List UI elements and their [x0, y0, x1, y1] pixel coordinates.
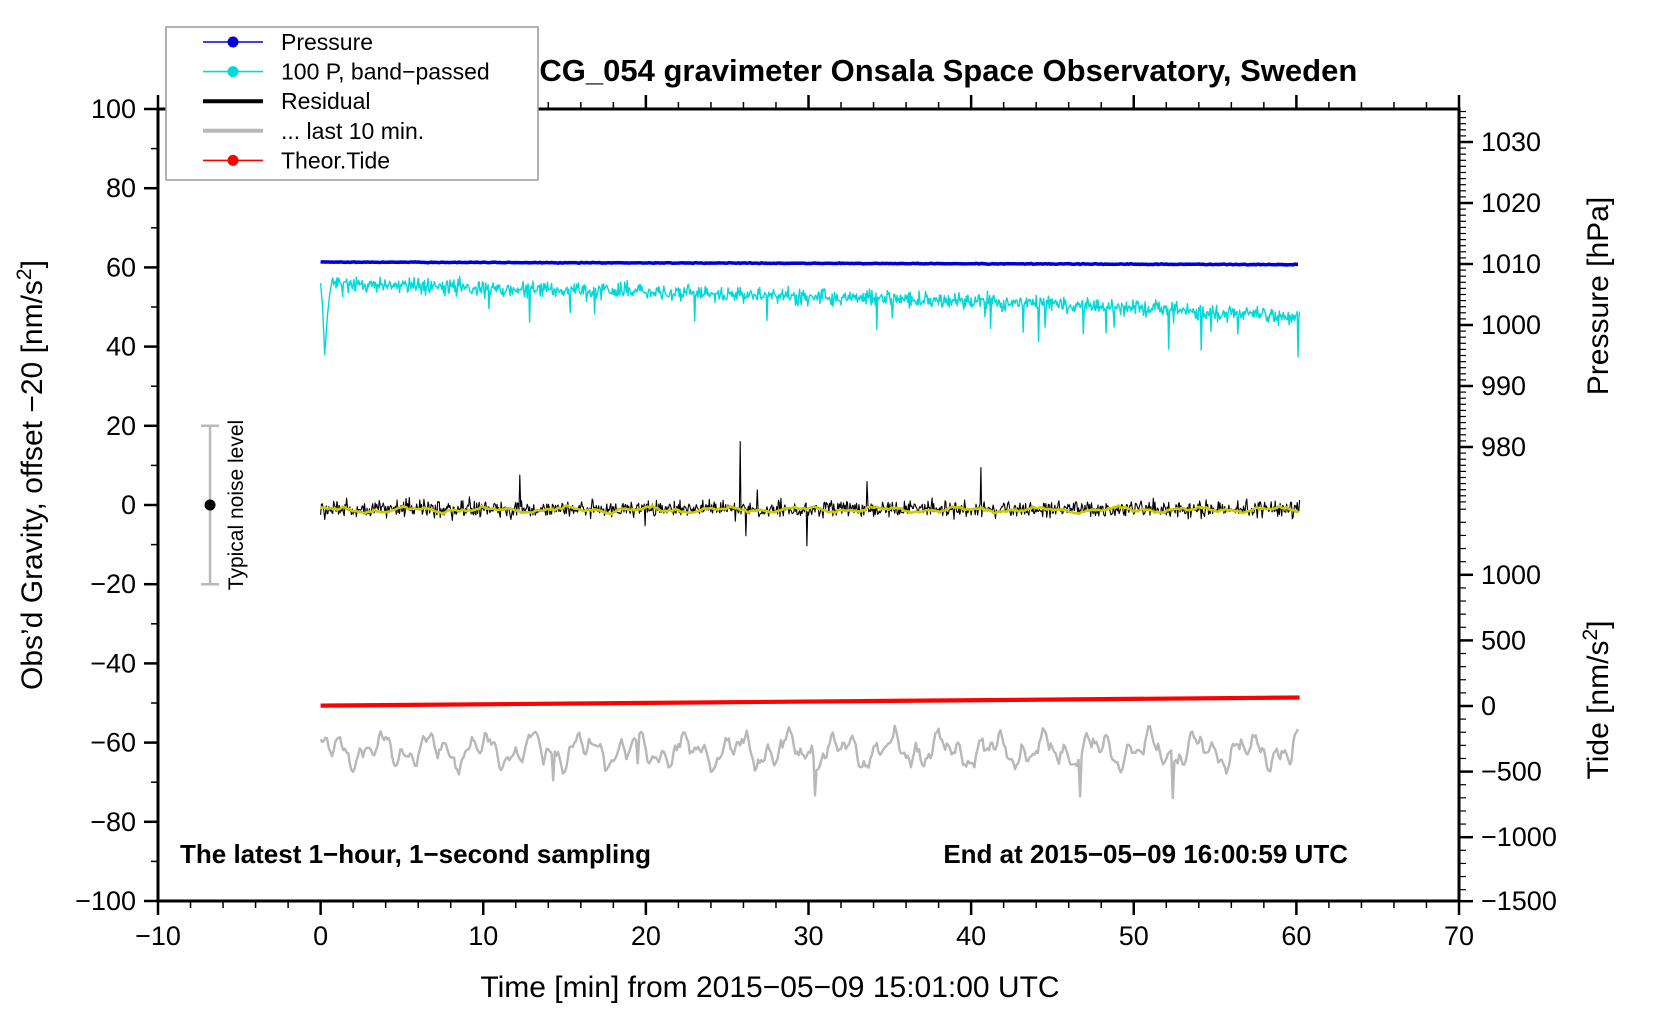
- series-band-passed: [319, 275, 1301, 358]
- plot-frame: [156, 107, 1461, 903]
- pressure-tick-label: 1010: [1481, 249, 1541, 279]
- axis-ticks: [144, 95, 1473, 915]
- legend: Pressure 100 P, band−passed Residual ... la…: [165, 26, 539, 181]
- footer-sampling-note: The latest 1−hour, 1−second sampling: [180, 839, 651, 869]
- pressure-tick-label: 990: [1481, 371, 1526, 401]
- pressure-tick-label: 1020: [1481, 188, 1541, 218]
- x-axis-tick-label: −10: [135, 921, 181, 951]
- legend-box: [165, 26, 539, 181]
- y-left-tick-label: 60: [106, 252, 136, 282]
- x-axis-title: Time [min] from 2015−05−09 15:01:00 UTC: [480, 971, 1059, 1004]
- legend-marker-dot: [227, 36, 239, 48]
- tide-tick-label: −1000: [1481, 822, 1557, 852]
- x-axis-tick-label: 60: [1281, 921, 1311, 951]
- y-left-tick-label: 100: [91, 94, 136, 124]
- axis-titles: Time [min] from 2015−05−09 15:01:00 UTC …: [13, 197, 1615, 1004]
- tide-tick-label: −1500: [1481, 886, 1557, 916]
- y-left-tick-label: −60: [90, 728, 136, 758]
- pressure-tick-label: 1000: [1481, 310, 1541, 340]
- tide-tick-label: 1000: [1481, 560, 1541, 590]
- legend-marker-dot: [227, 66, 239, 78]
- x-axis-tick-label: 20: [631, 921, 661, 951]
- series-theor-tide: [320, 695, 1300, 708]
- legend-item-theor_tide: Theor.Tide: [203, 147, 390, 173]
- series-residual-smoothed: [320, 504, 1299, 516]
- legend-item-band_passed: 100 P, band−passed: [203, 59, 490, 85]
- x-axis-tick-label: 0: [313, 921, 328, 951]
- y-left-tick-label: −80: [90, 807, 136, 837]
- pressure-tick-label: 1030: [1481, 127, 1541, 157]
- x-axis-tick-label: 40: [956, 921, 986, 951]
- legend-item-residual: Residual: [203, 88, 371, 114]
- x-axis-tick-label: 30: [793, 921, 823, 951]
- x-axis-tick-label: 50: [1119, 921, 1149, 951]
- tide-axis-title: Tide [nm/s2]: [1579, 621, 1615, 780]
- data-series: [319, 260, 1301, 800]
- pressure-tick-label: 980: [1481, 432, 1526, 462]
- axis-tick-labels: −10 0 10 20 30 40 50 60 70−100−80−60−40−20020406…: [75, 94, 1557, 951]
- y-left-tick-label: −100: [75, 886, 136, 916]
- x-axis-tick-label: 70: [1444, 921, 1474, 951]
- series-residual: [320, 441, 1301, 547]
- legend-item-label: 100 P, band−passed: [281, 59, 490, 85]
- legend-item-label: Pressure: [281, 29, 373, 55]
- chart-title: SCG_054 gravimeter Onsala Space Observat…: [519, 53, 1358, 88]
- tide-tick-label: 0: [1481, 691, 1496, 721]
- y-left-tick-label: 0: [121, 490, 136, 520]
- legend-item-label: ... last 10 min.: [281, 118, 424, 144]
- y-left-tick-label: 40: [106, 332, 136, 362]
- legend-item-last_10_min: ... last 10 min.: [203, 118, 424, 144]
- y-left-tick-label: 80: [106, 173, 136, 203]
- tide-tick-label: −500: [1481, 757, 1542, 787]
- legend-item-label: Theor.Tide: [281, 147, 390, 173]
- tide-tick-label: 500: [1481, 625, 1526, 655]
- noise-level-label: Typical noise level: [225, 420, 248, 590]
- noise-level-dot: [204, 499, 216, 511]
- gravity-axis-title: Obs’d Gravity, offset −20 [nm/s2]: [13, 260, 49, 690]
- legend-item-label: Residual: [281, 88, 371, 114]
- footer-end-time: End at 2015−05−09 16:00:59 UTC: [943, 839, 1348, 869]
- y-left-tick-label: 20: [106, 411, 136, 441]
- legend-item-pressure: Pressure: [203, 29, 373, 55]
- series-pressure: [320, 260, 1299, 267]
- y-left-tick-label: −40: [90, 648, 136, 678]
- pressure-axis-title: Pressure [hPa]: [1582, 197, 1615, 395]
- series-last-10-min: [319, 724, 1300, 800]
- x-axis-tick-label: 10: [468, 921, 498, 951]
- legend-marker-dot: [227, 154, 239, 166]
- noise-level-annotation: Typical noise level: [201, 420, 248, 590]
- y-left-tick-label: −20: [90, 569, 136, 599]
